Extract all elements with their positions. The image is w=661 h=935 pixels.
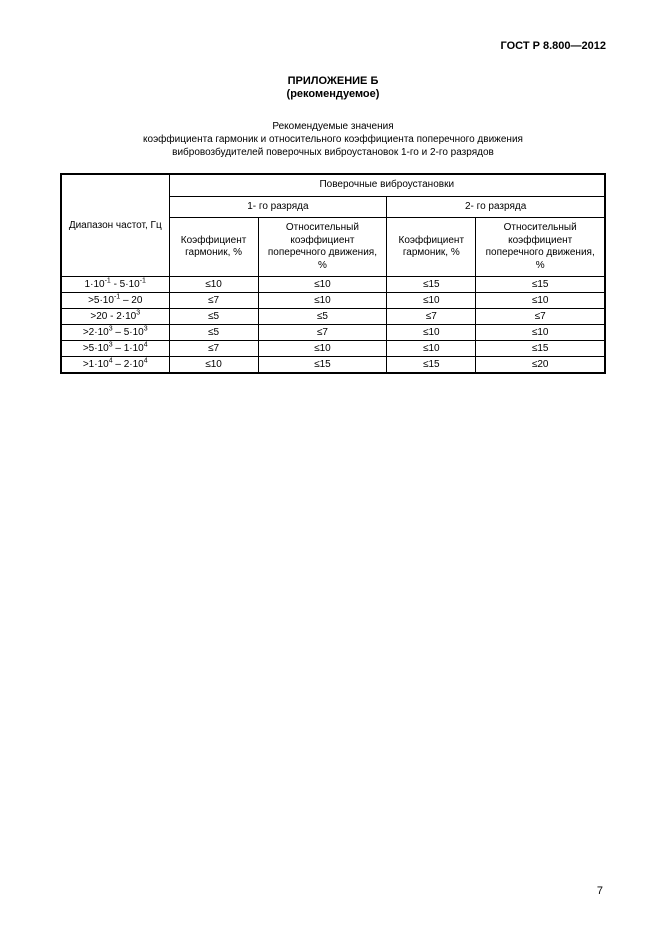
- appendix-title: ПРИЛОЖЕНИЕ Б: [60, 74, 606, 88]
- recommendation-text: Рекомендуемые значения коэффициента гарм…: [60, 120, 606, 159]
- col-header-rel-1: Относительный коэффициент поперечного дв…: [258, 218, 387, 277]
- cell-value: ≤20: [476, 357, 605, 374]
- cell-range: 1·10-1 - 5·10-1: [61, 277, 169, 293]
- cell-value: ≤10: [387, 325, 476, 341]
- col-header-harm-2: Коэффициент гармоник, %: [387, 218, 476, 277]
- cell-value: ≤10: [258, 277, 387, 293]
- rec-line-3: вибровозбудителей поверочных виброустано…: [60, 146, 606, 159]
- cell-value: ≤7: [169, 341, 258, 357]
- col-header-rel-2: Относительный коэффициент поперечного дв…: [476, 218, 605, 277]
- cell-value: ≤10: [387, 293, 476, 309]
- col-header-top: Поверочные виброустановки: [169, 174, 605, 196]
- document-code: ГОСТ Р 8.800—2012: [60, 40, 606, 52]
- table-row: 1·10-1 - 5·10-1≤10≤10≤15≤15: [61, 277, 605, 293]
- cell-value: ≤15: [387, 357, 476, 374]
- cell-range: >1·104 – 2·104: [61, 357, 169, 374]
- col-header-rank1: 1- го разряда: [169, 196, 387, 218]
- cell-value: ≤10: [258, 341, 387, 357]
- cell-range: >5·10-1 – 20: [61, 293, 169, 309]
- table-row: >1·104 – 2·104≤10≤15≤15≤20: [61, 357, 605, 374]
- col-header-rank2: 2- го разряда: [387, 196, 605, 218]
- cell-value: ≤15: [258, 357, 387, 374]
- coefficients-table: Диапазон частот, Гц Поверочные виброуста…: [60, 173, 606, 374]
- appendix-subtitle: (рекомендуемое): [60, 88, 606, 100]
- cell-value: ≤7: [476, 309, 605, 325]
- col-header-harm-1: Коэффициент гармоник, %: [169, 218, 258, 277]
- page-content: ГОСТ Р 8.800—2012 ПРИЛОЖЕНИЕ Б (рекоменд…: [0, 0, 661, 414]
- cell-range: >5·103 – 1·104: [61, 341, 169, 357]
- table-row: >20 - 2·103≤5≤5≤7≤7: [61, 309, 605, 325]
- cell-value: ≤15: [476, 277, 605, 293]
- cell-value: ≤7: [258, 325, 387, 341]
- table-row: >5·10-1 – 20≤7≤10≤10≤10: [61, 293, 605, 309]
- cell-value: ≤10: [476, 293, 605, 309]
- cell-value: ≤10: [387, 341, 476, 357]
- table-row: >5·103 – 1·104≤7≤10≤10≤15: [61, 341, 605, 357]
- rec-line-2: коэффициента гармоник и относительного к…: [60, 133, 606, 146]
- cell-value: ≤15: [476, 341, 605, 357]
- cell-value: ≤7: [387, 309, 476, 325]
- cell-value: ≤10: [258, 293, 387, 309]
- cell-value: ≤5: [169, 325, 258, 341]
- rec-line-1: Рекомендуемые значения: [60, 120, 606, 133]
- cell-value: ≤15: [387, 277, 476, 293]
- cell-value: ≤10: [169, 357, 258, 374]
- cell-range: >20 - 2·103: [61, 309, 169, 325]
- cell-value: ≤5: [258, 309, 387, 325]
- page-number: 7: [597, 885, 603, 897]
- cell-value: ≤7: [169, 293, 258, 309]
- col-header-freq: Диапазон частот, Гц: [61, 174, 169, 277]
- cell-value: ≤5: [169, 309, 258, 325]
- cell-value: ≤10: [169, 277, 258, 293]
- cell-range: >2·103 – 5·103: [61, 325, 169, 341]
- cell-value: ≤10: [476, 325, 605, 341]
- table-row: >2·103 – 5·103≤5≤7≤10≤10: [61, 325, 605, 341]
